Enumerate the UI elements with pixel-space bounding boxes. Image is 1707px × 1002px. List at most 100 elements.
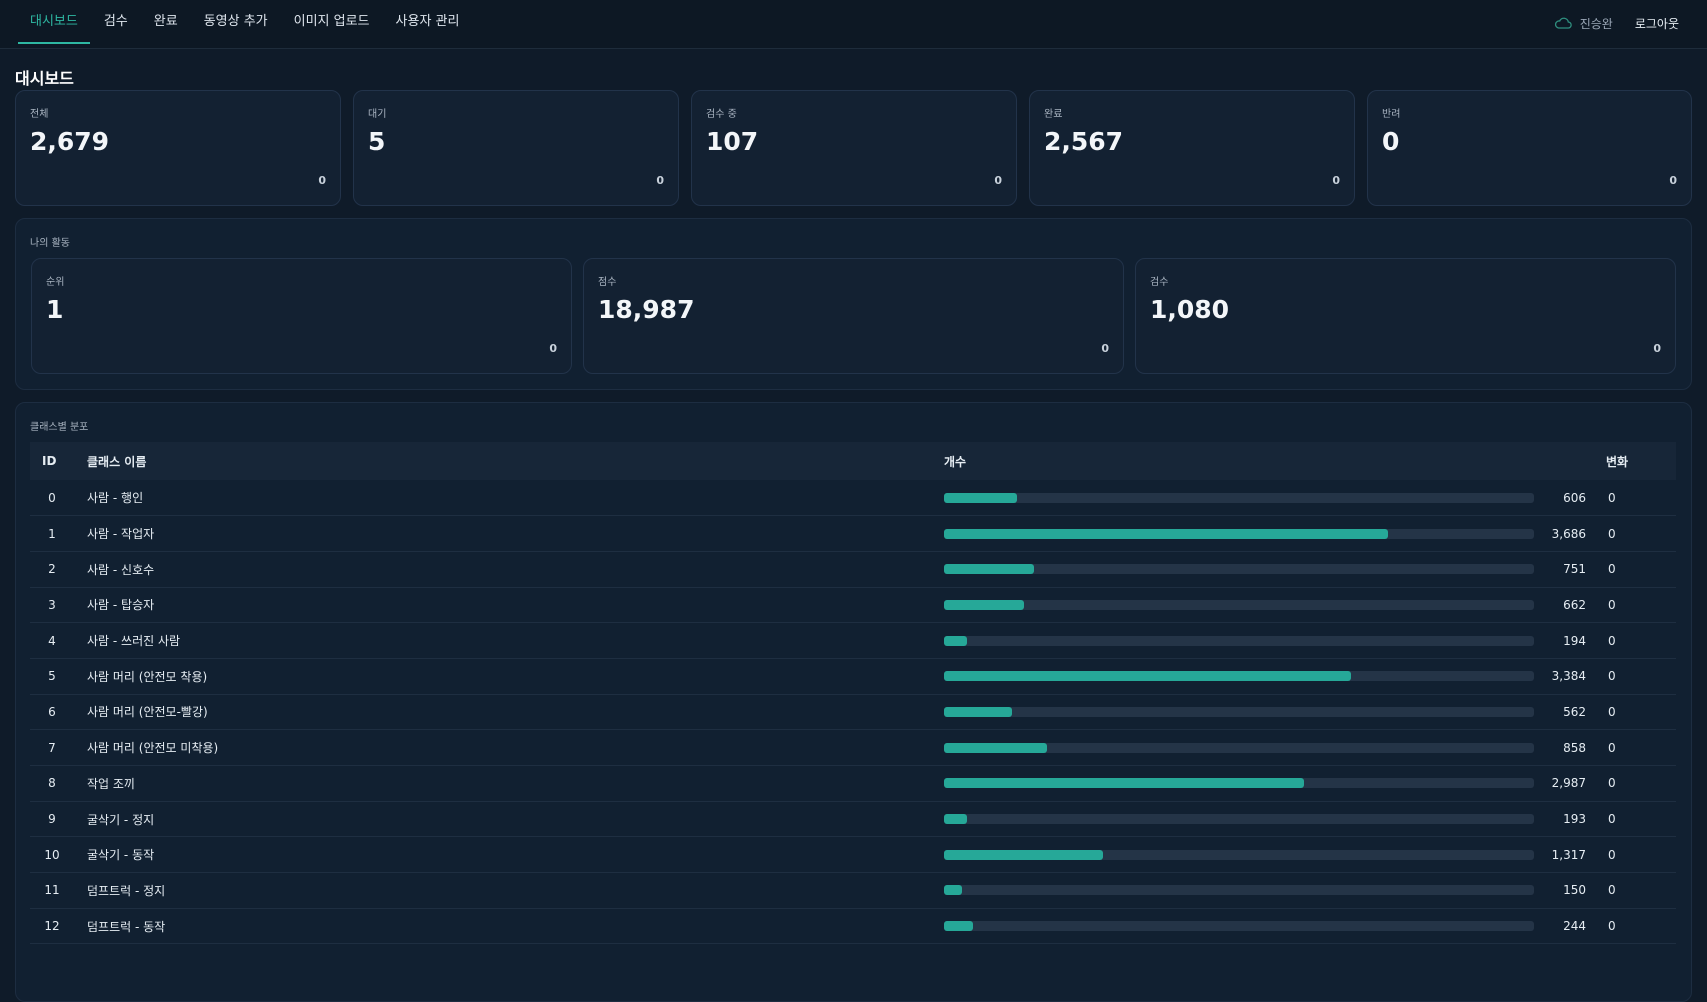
count-bar-track — [944, 635, 1534, 646]
count-bar-track — [944, 849, 1534, 860]
count-bar-fill — [944, 814, 968, 825]
stat-value: 2,567 — [1044, 127, 1124, 156]
cell-class-name: 사람 - 작업자 — [87, 527, 155, 542]
stat-card-rejected: 반려 0 0 — [1367, 90, 1692, 206]
cell-class-name: 사람 머리 (안전모 미착용) — [87, 741, 219, 756]
cell-count-bar — [944, 480, 1544, 516]
cell-id: 8 — [48, 776, 56, 791]
main-nav: 대시보드 검수 완료 동영상 추가 이미지 업로드 사용자 관리 — [18, 0, 473, 48]
cell-count: 193 — [1563, 812, 1586, 827]
table-row: 9 굴삭기 - 정지 193 0 — [30, 801, 1676, 837]
header-count-value — [1544, 442, 1586, 480]
stat-label: 전체 — [30, 109, 49, 120]
count-bar-track — [944, 599, 1534, 610]
cell-id: 6 — [48, 704, 56, 719]
cloud-icon — [1554, 17, 1572, 29]
stat-change: 0 — [994, 174, 1002, 187]
cell-change: 0 — [1608, 597, 1616, 612]
cell-change: 0 — [1608, 812, 1616, 827]
count-bar-fill — [944, 564, 1035, 575]
stat-label: 반려 — [1382, 109, 1401, 120]
activity-label: 점수 — [598, 277, 617, 288]
nav-tab-review[interactable]: 검수 — [103, 14, 128, 29]
stat-label: 완료 — [1044, 109, 1063, 120]
activity-change: 0 — [1101, 342, 1109, 355]
cell-class-name: 덤프트럭 - 동작 — [87, 919, 166, 934]
table-row: 2 사람 - 신호수 751 0 — [30, 551, 1676, 588]
count-bar-track — [944, 671, 1534, 682]
cell-count-bar — [944, 766, 1544, 802]
nav-tab-upload-image[interactable]: 이미지 업로드 — [293, 14, 370, 29]
cell-id: 1 — [48, 526, 56, 541]
stat-value: 0 — [1382, 127, 1400, 156]
cell-count-bar — [944, 623, 1544, 659]
stat-label: 대기 — [368, 109, 387, 120]
cell-count-bar — [944, 587, 1544, 623]
cell-count-bar — [944, 873, 1544, 909]
top-navigation-bar: 대시보드 검수 완료 동영상 추가 이미지 업로드 사용자 관리 진승완 로그아… — [0, 0, 1707, 49]
stat-card-in-review: 검수 중 107 0 — [691, 90, 1017, 206]
nav-tab-completed[interactable]: 완료 — [153, 14, 178, 29]
cell-id: 7 — [48, 740, 56, 755]
stat-card-completed: 완료 2,567 0 — [1029, 90, 1355, 206]
cell-count-bar — [944, 694, 1544, 730]
count-bar-track — [944, 742, 1534, 753]
nav-tab-dashboard[interactable]: 대시보드 — [18, 0, 90, 44]
cell-count-bar — [944, 908, 1544, 944]
activity-label: 순위 — [46, 277, 65, 288]
cell-class-name: 사람 머리 (안전모 착용) — [87, 669, 208, 684]
stat-value: 107 — [706, 127, 759, 156]
cell-change: 0 — [1608, 633, 1616, 648]
table-row: 4 사람 - 쓰러진 사람 194 0 — [30, 623, 1676, 659]
cell-class-name: 굴삭기 - 동작 — [87, 848, 155, 863]
count-bar-fill — [944, 849, 1103, 860]
count-bar-track — [944, 564, 1534, 575]
activity-card-reviews: 검수 1,080 0 — [1135, 258, 1676, 374]
cell-count: 1,317 — [1551, 847, 1586, 862]
logout-button[interactable]: 로그아웃 — [1634, 16, 1679, 31]
nav-tab-add-video[interactable]: 동영상 추가 — [203, 14, 268, 29]
page-title: 대시보드 — [15, 69, 74, 88]
header-count: 개수 — [944, 454, 967, 469]
count-bar-fill — [944, 635, 968, 646]
activity-card-score: 점수 18,987 0 — [583, 258, 1124, 374]
count-bar-track — [944, 492, 1534, 503]
table-row: 11 덤프트럭 - 정지 150 0 — [30, 873, 1676, 909]
header-class-name: 클래스 이름 — [87, 454, 147, 469]
stat-change: 0 — [318, 174, 326, 187]
cell-count: 150 — [1563, 883, 1586, 898]
cell-class-name: 사람 - 탑승자 — [87, 598, 155, 613]
stat-value: 5 — [368, 127, 386, 156]
cell-id: 4 — [48, 633, 56, 648]
count-bar-fill — [944, 921, 974, 932]
activity-change: 0 — [549, 342, 557, 355]
count-bar-fill — [944, 599, 1024, 610]
user-area: 진승완 로그아웃 — [1554, 0, 1679, 46]
cell-count-bar — [944, 658, 1544, 694]
cell-change: 0 — [1608, 740, 1616, 755]
cell-change: 0 — [1608, 704, 1616, 719]
count-bar-track — [944, 528, 1534, 539]
count-bar-fill — [944, 671, 1352, 682]
cell-count: 562 — [1563, 704, 1586, 719]
table-row: 12 덤프트럭 - 동작 244 0 — [30, 908, 1676, 944]
class-distribution-table: ID 클래스 이름 개수 변화 0 사람 - 행인 606 0 1 사람 - 작업자 3,6… — [30, 442, 1676, 944]
nav-tab-user-management[interactable]: 사용자 관리 — [395, 14, 460, 29]
cell-count: 2,987 — [1551, 776, 1586, 791]
panel-title: 나의 활동 — [30, 238, 70, 249]
count-bar-fill — [944, 528, 1388, 539]
cell-class-name: 굴삭기 - 정지 — [87, 812, 155, 827]
activity-label: 검수 — [1150, 277, 1169, 288]
cell-change: 0 — [1608, 562, 1616, 577]
cell-count-bar — [944, 837, 1544, 873]
stat-change: 0 — [1332, 174, 1340, 187]
cell-id: 0 — [48, 490, 56, 505]
cell-change: 0 — [1608, 847, 1616, 862]
count-bar-fill — [944, 742, 1048, 753]
cell-class-name: 사람 - 행인 — [87, 491, 144, 506]
cell-count: 244 — [1563, 919, 1586, 934]
table-row: 5 사람 머리 (안전모 착용) 3,384 0 — [30, 658, 1676, 695]
stat-label: 검수 중 — [706, 109, 737, 120]
table-row: 8 작업 조끼 2,987 0 — [30, 766, 1676, 802]
header-change: 변화 — [1606, 454, 1629, 469]
